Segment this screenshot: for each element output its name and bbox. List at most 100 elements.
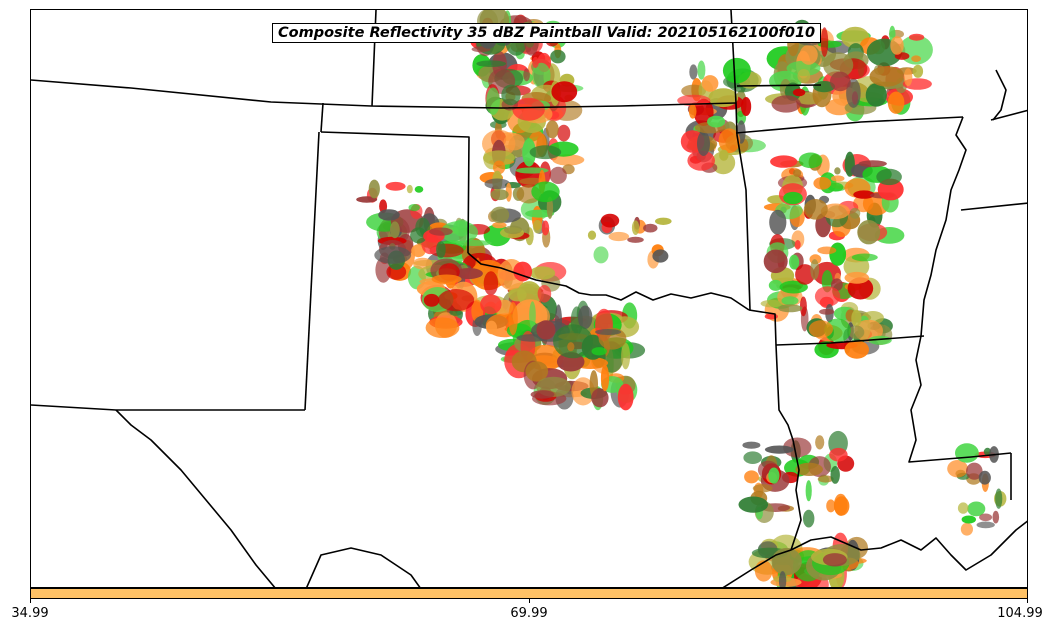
paintball-blob: [567, 342, 575, 352]
paintball-blob: [868, 335, 892, 345]
paintball-blob: [557, 124, 571, 142]
paintball-blob: [532, 56, 539, 69]
paintball-blob: [701, 75, 719, 92]
paintball-blob: [476, 60, 507, 67]
paintball-blob: [820, 203, 851, 220]
paintball-blob: [803, 509, 815, 528]
paintball-blob: [769, 209, 787, 235]
paintball-blob: [578, 305, 593, 330]
reflectivity-paintball-layer: [356, 10, 1007, 587]
paintball-blob: [591, 388, 609, 408]
paintball-blob: [815, 435, 825, 450]
paintball-blob: [834, 167, 841, 175]
paintball-blob: [848, 325, 865, 339]
paintball-blob: [503, 133, 525, 151]
map-canvas: [31, 10, 1027, 587]
paintball-blob: [545, 120, 559, 139]
paintball-blob: [829, 447, 848, 462]
paintball-blob: [814, 286, 841, 307]
paintball-blob: [552, 154, 585, 166]
paintball-blob: [490, 206, 510, 224]
paintball-blob: [718, 128, 741, 153]
paintball-blob: [480, 294, 502, 315]
paintball-blob: [829, 242, 847, 266]
paintball-blob: [512, 97, 545, 121]
paintball-blob: [722, 57, 751, 84]
paintball-blob: [532, 219, 542, 234]
colorbar-tick-label-mid: 69.99: [510, 606, 548, 621]
state-boundaries: [31, 10, 1027, 587]
paintball-blob: [553, 324, 593, 359]
paintball-blob: [486, 320, 497, 335]
paintball-blob: [797, 69, 811, 83]
paintball-blob: [742, 441, 761, 449]
paintball-blob: [979, 513, 993, 522]
paintball-blob: [508, 302, 518, 336]
paintball-blob: [550, 49, 566, 64]
paintball-blob: [374, 246, 412, 264]
paintball-blob: [817, 246, 837, 255]
paintball-blob: [792, 88, 806, 97]
paintball-blob: [431, 274, 462, 284]
paintball-blob: [744, 470, 759, 484]
paintball-blob: [764, 445, 794, 454]
paintball-blob: [865, 83, 887, 107]
paintball-blob: [741, 97, 752, 116]
paintball-blob: [711, 151, 736, 175]
paintball-blob: [978, 470, 991, 485]
paintball-blob: [617, 383, 634, 411]
paintball-blob: [992, 510, 1000, 524]
paintball-blob: [523, 68, 530, 82]
paintball-blob: [799, 296, 807, 317]
paintball-blob: [911, 55, 921, 62]
paintball-blob: [631, 220, 640, 235]
paintball-blob: [869, 66, 904, 87]
paintball-blob: [752, 484, 773, 493]
paintball-blob: [600, 213, 620, 228]
map-title: Composite Reflectivity 35 dBZ Paintball …: [272, 23, 822, 43]
paintball-blob: [858, 160, 887, 168]
paintball-blob: [541, 220, 550, 236]
colorbar: [30, 588, 1028, 599]
paintball-blob: [826, 499, 836, 513]
paintball-blob: [529, 145, 562, 160]
paintball-blob: [876, 168, 902, 186]
paintball-blob: [967, 501, 986, 517]
colorbar-tick-label-max: 104.99: [997, 606, 1043, 621]
paintball-blob: [955, 443, 979, 463]
paintball-blob: [768, 467, 780, 484]
paintball-blob: [819, 308, 835, 315]
paintball-blob: [830, 466, 840, 484]
paintball-blob: [976, 521, 995, 529]
paintball-blob: [529, 266, 556, 280]
paintball-blob: [846, 78, 861, 108]
colorbar-tick: [30, 599, 31, 603]
paintball-blob: [830, 71, 851, 92]
paintball-blob: [795, 462, 823, 476]
paintball-blob: [600, 364, 610, 392]
paintball-blob: [593, 246, 609, 264]
paintball-blob: [794, 240, 801, 250]
paintball-blob: [425, 317, 460, 339]
paintball-blob: [410, 227, 428, 244]
paintball-blob: [621, 342, 631, 370]
paintball-blob: [909, 33, 925, 41]
paintball-blob: [903, 68, 913, 87]
paintball-blob: [385, 181, 406, 191]
paintball-blob: [827, 182, 844, 192]
paintball-blob: [546, 196, 554, 219]
paintball-blob: [707, 115, 726, 128]
paintball-blob: [768, 279, 783, 291]
paintball-blob: [844, 340, 869, 359]
paintball-blob: [813, 81, 836, 93]
map-panel: Composite Reflectivity 35 dBZ Paintball …: [30, 9, 1028, 588]
paintball-blob: [549, 166, 567, 184]
paintball-blob: [655, 217, 672, 225]
paintball-blob: [493, 160, 506, 175]
paintball-blob: [857, 220, 881, 245]
paintball-blob: [423, 293, 440, 307]
paintball-blob: [957, 502, 969, 514]
paintball-blob: [851, 309, 862, 327]
paintball-blob: [789, 254, 800, 270]
paintball-blob: [808, 320, 834, 338]
